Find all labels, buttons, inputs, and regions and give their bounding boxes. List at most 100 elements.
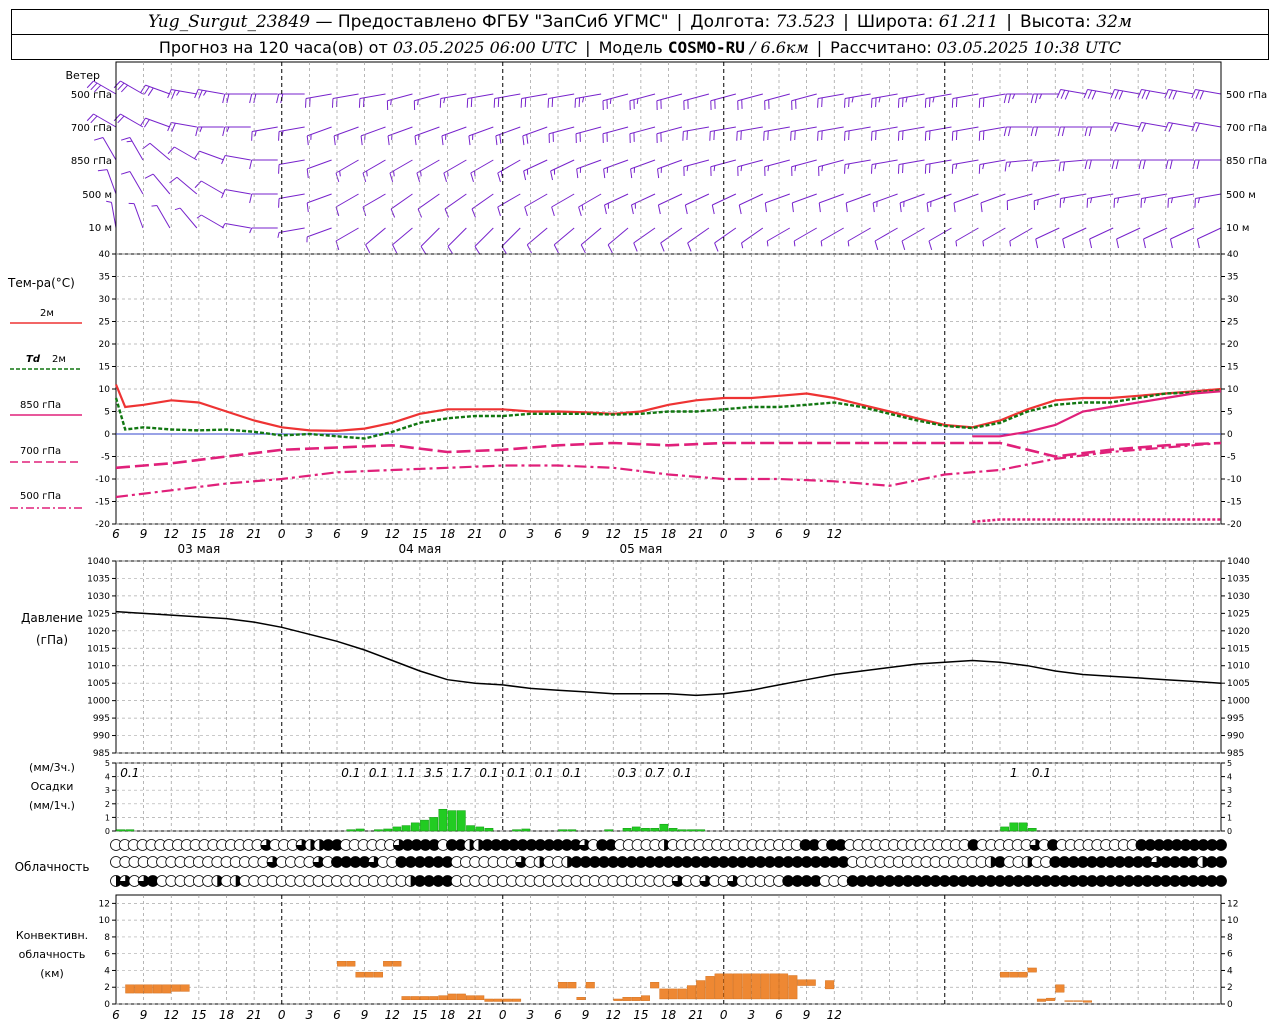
cloud-fill xyxy=(727,875,739,887)
wind-barb-feather xyxy=(471,208,476,218)
y-tick-label: 4 xyxy=(1227,773,1232,782)
conv-bar xyxy=(484,998,494,1002)
conv-bar xyxy=(355,971,365,978)
y-tick-label: 15 xyxy=(99,363,110,373)
y-tick-label: 15 xyxy=(1227,363,1238,373)
wind-barb xyxy=(737,159,763,168)
x-tick-label: 21 xyxy=(467,1008,482,1022)
wind-barb xyxy=(550,159,575,172)
wind-barb-feather xyxy=(847,240,850,247)
wind-barb-feather xyxy=(711,204,715,215)
y-tick-label: 12 xyxy=(1227,899,1238,909)
wind-barb xyxy=(979,159,1006,166)
precip-bar xyxy=(355,828,365,832)
wind-barb xyxy=(471,193,494,210)
y-tick-label: 1020 xyxy=(87,627,110,637)
y-tick-label: 35 xyxy=(1227,273,1238,283)
wind-barb xyxy=(926,193,952,204)
precip-3h-label: 0.1 xyxy=(535,766,554,780)
wind-barb-feather xyxy=(470,172,474,182)
wind-barb-feather xyxy=(603,168,606,179)
wind-barb xyxy=(360,126,386,137)
wind-barb-feather xyxy=(1199,90,1205,100)
wind-barb xyxy=(710,126,736,133)
conv-bar xyxy=(383,961,393,967)
wind-barb xyxy=(578,193,602,208)
wind-barb xyxy=(874,227,898,242)
cloud-symbol xyxy=(1215,875,1227,887)
precip-3h-label: 0.1 xyxy=(120,766,139,780)
wind-barb xyxy=(152,173,171,195)
conv-bar xyxy=(751,973,761,1000)
y-tick-label: -5 xyxy=(101,453,110,463)
wind-barb-feather xyxy=(926,202,929,213)
y-tick-label: 1020 xyxy=(1227,627,1250,637)
wind-barb-feather xyxy=(203,90,207,96)
wind-barb xyxy=(120,113,144,128)
wind-barb xyxy=(335,193,359,208)
y-tick-label: 1015 xyxy=(87,644,110,654)
wind-barb-feather xyxy=(90,82,98,91)
wind-barb xyxy=(764,93,790,102)
x-tick-label: 6 xyxy=(554,1008,562,1022)
wind-barb-feather xyxy=(221,189,226,199)
wind-barb-feather xyxy=(1089,238,1093,249)
wind-barb-feather xyxy=(1035,238,1039,249)
wind-barb-feather xyxy=(360,135,363,146)
wind-barb-feather xyxy=(657,168,660,179)
wind-barb xyxy=(631,193,656,206)
wind-barb xyxy=(575,126,602,135)
x-tick-label: 15 xyxy=(412,527,427,541)
wind-barb xyxy=(818,159,844,168)
y-tick-label: 10 xyxy=(99,385,111,395)
wind-barb-feather xyxy=(333,135,336,146)
wind-barb-feather xyxy=(1115,159,1119,170)
conv-bar xyxy=(806,979,816,986)
precip-bar xyxy=(125,829,135,832)
wind-barb xyxy=(580,227,602,246)
conv-title-3: (км) xyxy=(40,967,64,980)
wind-barb xyxy=(176,176,198,195)
wind-barb-feather xyxy=(306,135,309,146)
wind-level-label-right: 850 гПа xyxy=(1226,156,1267,167)
wind-barb-feather xyxy=(171,90,176,99)
wind-barb-feather xyxy=(580,244,586,254)
precip-bar xyxy=(622,828,632,832)
wind-barb-feather xyxy=(1141,123,1147,132)
conv-bar xyxy=(143,984,153,994)
wind-barb-feather xyxy=(609,98,612,105)
wind-barb-feather xyxy=(90,115,98,124)
wind-barb-feather xyxy=(874,240,879,250)
wind-barb xyxy=(474,227,494,247)
wind-barb-feather xyxy=(1168,123,1174,132)
wind-barb-feather xyxy=(604,204,607,215)
wind-barb xyxy=(899,193,925,204)
conv-bar xyxy=(650,982,660,989)
y-tick-label: 30 xyxy=(1227,295,1239,305)
y-tick-label: -10 xyxy=(95,475,110,485)
conv-bar xyxy=(631,997,641,1001)
y-tick-label: 1 xyxy=(105,813,110,822)
wind-barb-feather xyxy=(1114,123,1120,132)
wind-barb xyxy=(332,93,359,100)
wind-barb xyxy=(737,126,763,133)
model-label: Модель xyxy=(598,37,663,57)
wind-barb-feather xyxy=(1164,89,1169,99)
wind-barb-feather xyxy=(1036,199,1039,206)
wind-barb xyxy=(1143,227,1168,240)
wind-barb xyxy=(501,227,521,247)
day-label: 05 мая xyxy=(620,542,663,556)
wind-barb xyxy=(980,193,1006,204)
conv-title-2: облачность xyxy=(19,948,86,961)
wind-level-label: 850 гПа xyxy=(71,156,112,167)
wind-barb xyxy=(129,171,144,195)
wind-barb-feather xyxy=(414,135,417,146)
x-tick-label: 18 xyxy=(661,527,677,541)
lon-value: 73.523 xyxy=(775,12,836,32)
wind-barb-feather xyxy=(1191,122,1196,132)
y-tick-label: 1035 xyxy=(87,574,110,584)
precip-3h-label: 0.1 xyxy=(562,766,581,780)
wind-barb-feather xyxy=(417,99,419,106)
wind-barb-feather xyxy=(1003,126,1007,137)
wind-barb-feather xyxy=(443,97,446,104)
